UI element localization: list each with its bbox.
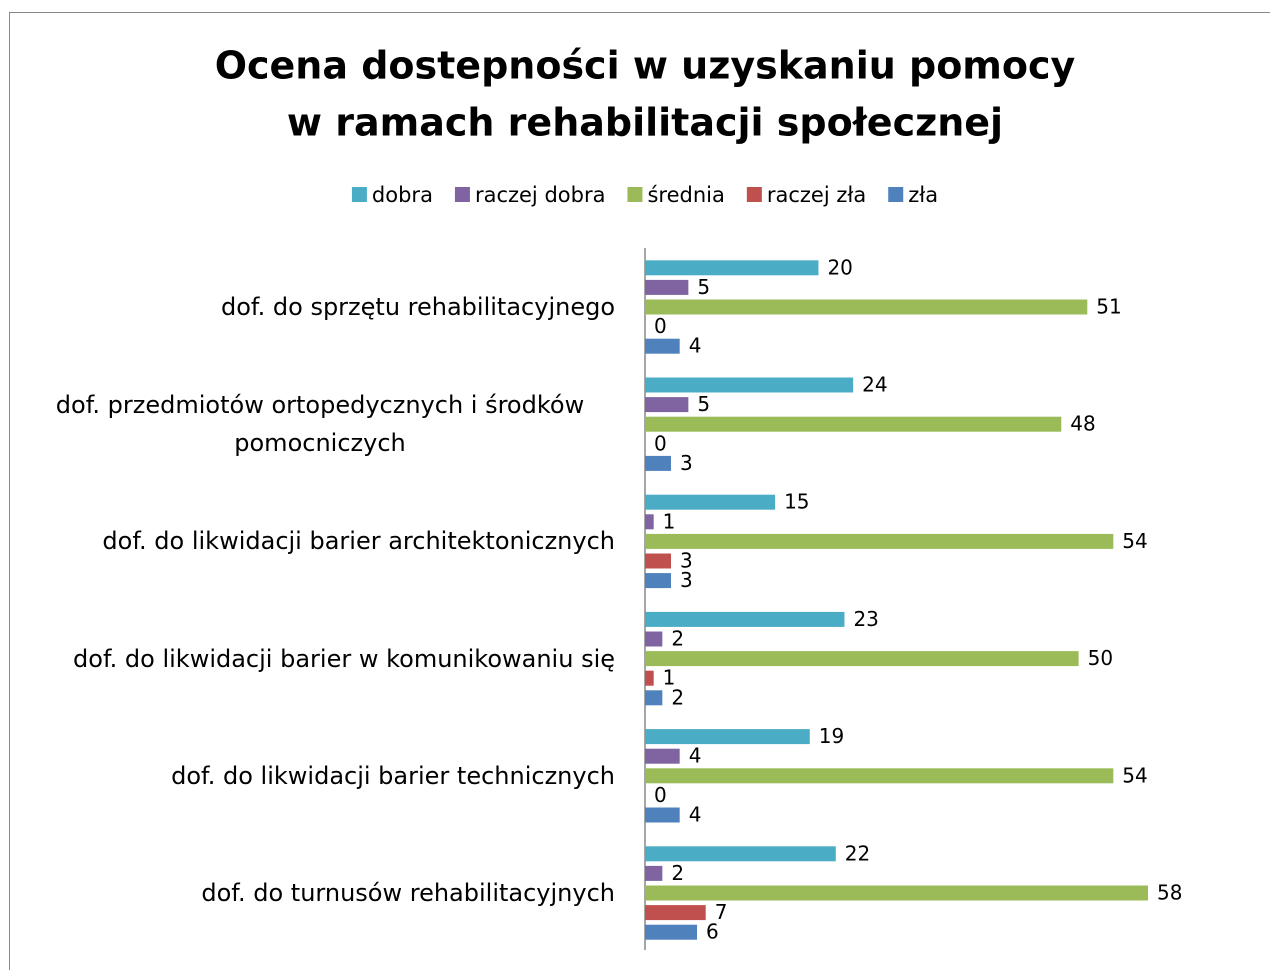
data-label: 15: [784, 490, 809, 514]
data-label: 48: [1070, 412, 1095, 436]
bar: [645, 807, 680, 823]
data-label: 0: [654, 783, 667, 807]
bar: [645, 260, 819, 276]
category-label: dof. do likwidacji barier architektonicz…: [102, 527, 615, 556]
data-label: 1: [663, 509, 676, 533]
legend-swatch: [627, 187, 643, 202]
category-label: dof. przedmiotów ortopedycznych i środkó…: [55, 391, 585, 458]
data-label: 22: [845, 841, 870, 865]
bar: [645, 846, 836, 862]
data-label: 5: [697, 275, 710, 299]
bar: [645, 514, 654, 530]
data-label: 7: [715, 900, 728, 924]
data-label: 3: [680, 568, 693, 592]
legend-label: raczej dobra: [475, 183, 606, 207]
data-label: 58: [1157, 881, 1182, 905]
data-label: 1: [663, 666, 676, 690]
category-label-wrap: dof. przedmiotów ortopedycznych i środkó…: [10, 374, 615, 474]
data-label: 4: [689, 744, 702, 768]
bar: [645, 416, 1062, 432]
data-label: 54: [1122, 763, 1147, 787]
bar: [645, 455, 672, 471]
legend-swatch: [351, 187, 367, 202]
category-label-box: dof. do likwidacji barier w komunikowani…: [10, 609, 615, 709]
data-label: 0: [654, 314, 667, 338]
legend-label: zła: [908, 183, 938, 207]
data-label: 51: [1096, 295, 1121, 319]
category-label: dof. do sprzętu rehabilitacyjnego: [221, 293, 615, 321]
bar: [645, 729, 810, 745]
bar: [645, 533, 1114, 549]
legend: dobra raczej dobra średnia raczej zła zła: [351, 183, 938, 207]
bar: [645, 885, 1148, 901]
data-label: 23: [853, 607, 878, 631]
bar: [645, 494, 776, 510]
category-label: dof. do likwidacji barier technicznych: [171, 761, 615, 790]
category-label-box: dof. do sprzętu rehabilitacyjnego: [10, 257, 615, 357]
bar: [645, 768, 1114, 784]
category-label-wrap: dof. do likwidacji barier architektonicz…: [10, 491, 615, 591]
data-label: 20: [827, 255, 852, 279]
data-label: 4: [689, 334, 702, 358]
bar: [645, 611, 845, 627]
category-label: dof. do likwidacji barier w komunikowani…: [73, 644, 615, 673]
legend-swatch: [746, 187, 762, 202]
data-label: 6: [706, 920, 719, 944]
chart-frame: [9, 12, 1270, 970]
bar: [645, 924, 698, 940]
bar: [645, 338, 680, 354]
data-label: 2: [671, 861, 684, 885]
data-label: 24: [862, 373, 887, 397]
category-label-wrap: dof. do likwidacji barier technicznych: [10, 726, 615, 826]
bar: [645, 865, 663, 881]
category-label-box: dof. do turnusów rehabilitacyjnych: [10, 843, 615, 943]
category-label-box: dof. do likwidacji barier technicznych: [10, 726, 615, 826]
data-label: 0: [654, 431, 667, 455]
legend-label: dobra: [372, 183, 433, 207]
legend-swatch: [454, 187, 470, 202]
bar: [645, 748, 680, 764]
category-label-box: dof. do likwidacji barier architektonicz…: [10, 491, 615, 591]
bar: [645, 631, 663, 647]
bar: [645, 279, 689, 295]
category-label-wrap: dof. do turnusów rehabilitacyjnych: [10, 843, 615, 943]
bar: [645, 397, 689, 413]
category-label-wrap: dof. do likwidacji barier w komunikowani…: [10, 609, 615, 709]
bar: [645, 651, 1079, 667]
bar: [645, 573, 672, 589]
chart-title: w ramach rehabilitacji społecznej: [287, 101, 1003, 145]
data-label: 50: [1088, 646, 1113, 670]
bar: [645, 690, 663, 706]
data-label: 19: [819, 724, 844, 748]
bar: [645, 299, 1088, 315]
bar: [645, 377, 854, 393]
data-label: 3: [680, 549, 693, 573]
data-label: 4: [689, 803, 702, 827]
data-label: 3: [680, 451, 693, 475]
bar: [645, 905, 706, 921]
data-label: 2: [671, 627, 684, 651]
category-label: dof. do turnusów rehabilitacyjnych: [201, 879, 615, 907]
data-label: 5: [697, 392, 710, 416]
legend-label: średnia: [647, 183, 724, 207]
legend-label: raczej zła: [767, 183, 866, 207]
bar: [645, 670, 654, 686]
chart-title: Ocena dostepności w uzyskaniu pomocy: [215, 44, 1076, 88]
data-label: 2: [671, 685, 684, 709]
legend-swatch: [888, 187, 904, 202]
bar: [645, 553, 672, 569]
category-label-box: dof. przedmiotów ortopedycznych i środkó…: [10, 374, 615, 474]
category-label-wrap: dof. do sprzętu rehabilitacyjnego: [10, 257, 615, 357]
data-label: 54: [1122, 529, 1147, 553]
